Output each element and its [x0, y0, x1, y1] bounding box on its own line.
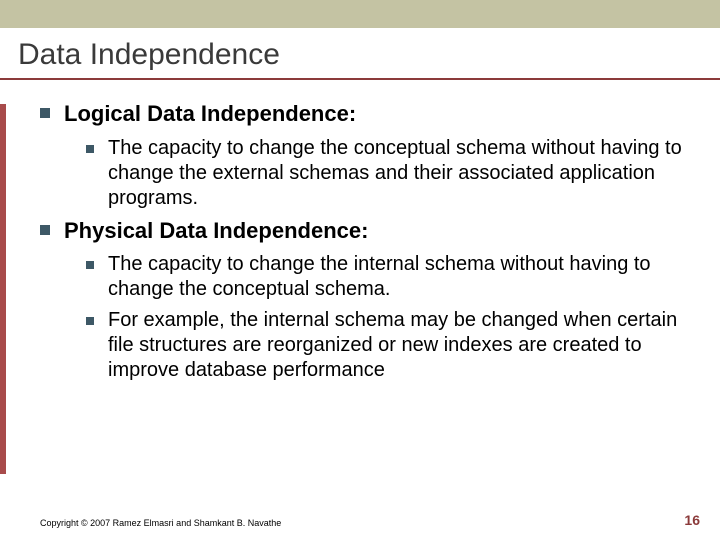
title-underline	[0, 78, 720, 80]
list-item: Physical Data Independence:	[40, 217, 692, 245]
square-bullet-icon	[86, 145, 94, 153]
list-item: The capacity to change the conceptual sc…	[86, 136, 692, 211]
list-item: For example, the internal schema may be …	[86, 308, 692, 383]
accent-bar	[0, 104, 6, 474]
footer: Copyright © 2007 Ramez Elmasri and Shamk…	[40, 512, 700, 528]
level1-label: Physical Data Independence:	[64, 217, 368, 245]
square-bullet-icon	[40, 108, 50, 118]
list-item: Logical Data Independence:	[40, 100, 692, 128]
square-bullet-icon	[86, 317, 94, 325]
top-band	[0, 0, 720, 28]
slide-title: Data Independence	[0, 28, 720, 78]
level2-text: The capacity to change the conceptual sc…	[108, 136, 692, 211]
square-bullet-icon	[40, 225, 50, 235]
list-item: The capacity to change the internal sche…	[86, 252, 692, 302]
level2-text: For example, the internal schema may be …	[108, 308, 692, 383]
content-area: Logical Data Independence: The capacity …	[0, 82, 720, 383]
page-number: 16	[684, 512, 700, 528]
square-bullet-icon	[86, 261, 94, 269]
level1-label: Logical Data Independence:	[64, 100, 356, 128]
level2-text: The capacity to change the internal sche…	[108, 252, 692, 302]
copyright-text: Copyright © 2007 Ramez Elmasri and Shamk…	[40, 518, 281, 528]
